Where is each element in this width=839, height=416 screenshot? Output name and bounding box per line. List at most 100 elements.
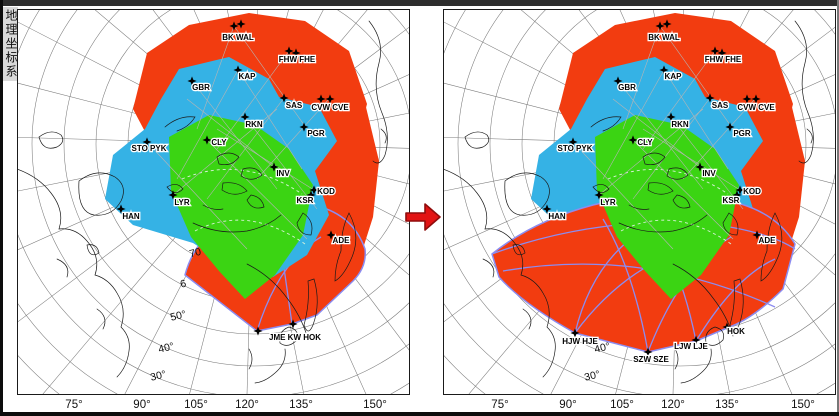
station-marker xyxy=(570,328,580,338)
station-label: SZW SZE xyxy=(633,355,669,364)
lat-labels: 70 6 50° 40° 30° xyxy=(149,246,202,384)
station-label: HJW HJE xyxy=(562,337,598,346)
station-label: CVW CVE xyxy=(737,103,775,112)
map-frame xyxy=(17,9,410,395)
coordinate-system-label: 地理坐标系 xyxy=(3,7,18,81)
map-after: 40° 30° BK WAL FHW FHE KAP GBR SAS CVW CVE RKN P… xyxy=(443,9,836,411)
station-marker xyxy=(325,94,335,104)
station-marker xyxy=(752,230,762,240)
station-label: JME KW HOK xyxy=(269,333,321,342)
latitude-label: 50° xyxy=(169,308,187,323)
x-axis-label: 135° xyxy=(289,399,313,411)
right-arrow-icon xyxy=(405,203,441,231)
station-label: FHW FHE xyxy=(705,55,742,64)
x-axis-label: 120° xyxy=(661,399,685,411)
station-marker xyxy=(306,190,316,200)
station-marker xyxy=(187,76,197,86)
window-bottom-bar xyxy=(0,412,839,416)
latitude-label: 6 xyxy=(179,278,188,291)
station-label: INV xyxy=(276,169,290,178)
latitude-circle xyxy=(63,10,409,335)
station-marker xyxy=(643,347,653,357)
latitude-label: 30° xyxy=(583,368,601,383)
transition-arrow xyxy=(405,201,442,233)
station-marker xyxy=(732,190,742,200)
station-label: CLY xyxy=(637,138,653,147)
station-label: CLY xyxy=(211,138,227,147)
station-label: RKN xyxy=(671,120,689,129)
station-label: PGR xyxy=(307,129,325,138)
map-before-panel: 70 6 50° 40° 30° BK WAL FHW FHE KAP GBR SAS CVW C… xyxy=(17,9,410,413)
right-edge-strip xyxy=(837,0,839,416)
station-marker xyxy=(284,46,294,56)
station-marker xyxy=(655,21,665,31)
station-label: KOD xyxy=(743,187,761,196)
station-marker xyxy=(735,185,745,195)
latitude-circle xyxy=(457,10,835,367)
latitude-label: 40° xyxy=(157,340,175,355)
latitude-label: 70 xyxy=(188,246,202,261)
map-after-panel: 40° 30° BK WAL FHW FHE KAP GBR SAS CVW CVE RKN P… xyxy=(443,9,836,413)
stations: BK WAL FHW FHE KAP GBR SAS CVW CVE RKN PGR CLY ST… xyxy=(542,19,777,365)
station-marker xyxy=(695,162,705,172)
station-label: KOD xyxy=(317,187,335,196)
station-marker xyxy=(288,319,298,329)
station-label: GBR xyxy=(192,83,210,92)
x-axis-label: 120° xyxy=(235,399,259,411)
station-marker xyxy=(229,21,239,31)
station-marker xyxy=(236,19,246,29)
station-label: FHW FHE xyxy=(279,55,316,64)
station-marker xyxy=(613,76,623,86)
x-axis-label: 105° xyxy=(610,399,634,411)
station-label: CVW CVE xyxy=(311,103,349,112)
latitude-label: 30° xyxy=(149,368,167,383)
station-label: KSR xyxy=(297,196,314,205)
station-label: HAN xyxy=(548,212,566,221)
x-axis-labels: 75° 90° 105° 120° 135° 150° xyxy=(491,399,815,411)
x-axis-label: 150° xyxy=(791,399,815,411)
station-marker xyxy=(594,190,604,200)
x-axis-labels: 75° 90° 105° 120° 135° 150° xyxy=(65,399,387,411)
station-label: STO PYK xyxy=(558,144,593,153)
station-marker xyxy=(666,112,676,122)
station-label: KAP xyxy=(239,72,257,81)
station-marker xyxy=(202,135,212,145)
station-marker xyxy=(542,204,552,214)
map-frame xyxy=(443,9,836,395)
station-label: HAN xyxy=(122,212,140,221)
station-label: PGR xyxy=(733,129,751,138)
station-marker xyxy=(628,135,638,145)
station-marker xyxy=(691,335,701,345)
station-marker xyxy=(751,94,761,104)
station-label: RKN xyxy=(245,120,263,129)
station-label: LYR xyxy=(174,198,189,207)
station-marker xyxy=(299,122,309,132)
station-label: BK WAL xyxy=(648,33,680,42)
station-label: SAS xyxy=(712,101,729,110)
x-axis-label: 105° xyxy=(184,399,208,411)
station-marker xyxy=(279,93,289,103)
x-axis-label: 90° xyxy=(559,399,576,411)
station-marker xyxy=(116,204,126,214)
x-axis-label: 150° xyxy=(363,399,387,411)
station-marker xyxy=(309,185,319,195)
map-before: 70 6 50° 40° 30° BK WAL FHW FHE KAP GBR SAS CVW C… xyxy=(17,9,410,411)
x-axis-label: 90° xyxy=(133,399,150,411)
station-marker xyxy=(142,137,152,147)
station-marker xyxy=(568,137,578,147)
station-marker xyxy=(253,326,263,336)
station-label: KSR xyxy=(723,196,740,205)
station-label: SAS xyxy=(286,101,303,110)
stations: BK WAL FHW FHE KAP GBR SAS CVW CVE RKN PGR CLY ST… xyxy=(116,19,351,343)
station-marker xyxy=(659,65,669,75)
station-marker xyxy=(168,190,178,200)
station-label: BK WAL xyxy=(222,33,254,42)
station-label: LYR xyxy=(600,198,615,207)
station-label: ADE xyxy=(759,236,777,245)
lat-labels: 40° 30° xyxy=(583,340,611,383)
station-marker xyxy=(326,230,336,240)
station-marker xyxy=(722,322,732,332)
station-marker xyxy=(662,19,672,29)
station-label: INV xyxy=(702,169,716,178)
